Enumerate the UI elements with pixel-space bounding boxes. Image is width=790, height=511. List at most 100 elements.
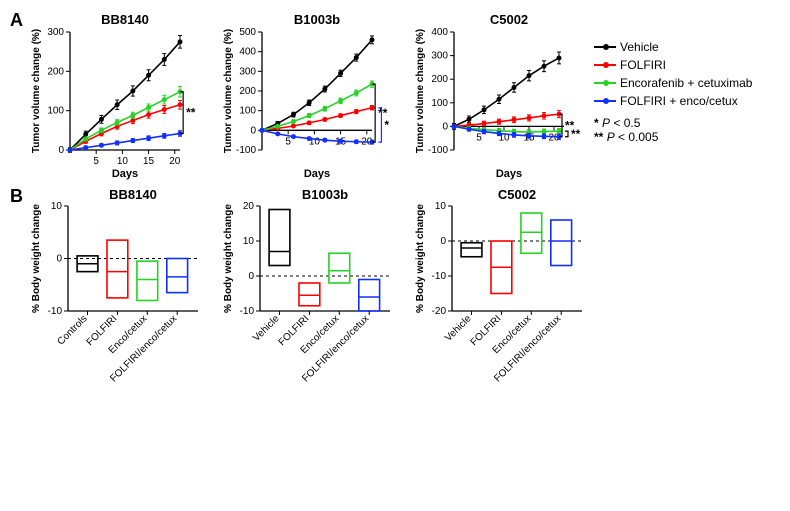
box-folfiri xyxy=(107,240,128,298)
series-point-vehicle xyxy=(338,71,343,76)
series-point-enco xyxy=(354,90,359,95)
series-point-enco xyxy=(130,113,135,118)
series-point-combo xyxy=(115,140,120,145)
series-point-folfiri xyxy=(527,115,532,120)
series-point-vehicle xyxy=(115,102,120,107)
sig-bracket xyxy=(180,92,183,134)
series-point-enco xyxy=(115,120,120,125)
y-tick: 400 xyxy=(431,27,448,38)
series-point-combo xyxy=(467,127,472,132)
series-point-vehicle xyxy=(83,132,88,137)
line-chart-BB8140: BB814001002003005101520DaysTumor volume … xyxy=(28,10,206,180)
series-point-folfiri xyxy=(497,119,502,124)
series-point-combo xyxy=(162,133,167,138)
legend: VehicleFOLFIRIEncorafenib + cetuximabFOL… xyxy=(590,10,752,144)
series-point-combo xyxy=(68,148,73,153)
x-tick: 15 xyxy=(143,156,155,167)
sig-label: ** xyxy=(571,127,581,141)
legend-item-combo: FOLFIRI + enco/cetux xyxy=(594,94,752,108)
panel-b-label: B xyxy=(10,186,26,207)
series-point-vehicle xyxy=(542,64,547,69)
row-a: A BB814001002003005101520DaysTumor volum… xyxy=(10,10,780,180)
y-label: Tumor volume change (%) xyxy=(31,29,42,153)
y-tick: 200 xyxy=(431,74,448,85)
series-point-vehicle xyxy=(354,55,359,60)
series-point-vehicle xyxy=(322,87,327,92)
series-point-vehicle xyxy=(497,97,502,102)
sig-label: * xyxy=(384,118,389,132)
y-tick: 500 xyxy=(239,27,256,38)
y-tick: 0 xyxy=(440,236,446,247)
y-tick: 200 xyxy=(47,66,64,77)
y-tick: -10 xyxy=(432,271,447,282)
series-point-vehicle xyxy=(162,57,167,62)
series-point-combo xyxy=(527,133,532,138)
series-point-enco xyxy=(275,124,280,129)
series-point-folfiri xyxy=(178,102,183,107)
series-point-folfiri xyxy=(512,117,517,122)
series-point-enco xyxy=(162,97,167,102)
y-tick: 0 xyxy=(56,254,62,265)
series-point-combo xyxy=(291,134,296,139)
series-point-folfiri xyxy=(354,109,359,114)
panel-b-charts: BB8140-10010% Body weight changeControls… xyxy=(28,186,590,396)
y-tick: 20 xyxy=(243,201,255,212)
series-point-enco xyxy=(291,119,296,124)
x-tick: 5 xyxy=(476,132,482,143)
series-point-combo xyxy=(146,136,151,141)
series-point-enco xyxy=(99,128,104,133)
series-point-combo xyxy=(130,138,135,143)
y-label: Tumor volume change (%) xyxy=(223,29,234,153)
series-point-combo xyxy=(275,131,280,136)
chart-title: BB8140 xyxy=(109,187,157,202)
box-enco xyxy=(521,213,542,253)
series-point-combo xyxy=(482,129,487,134)
chart-title: C5002 xyxy=(490,12,528,27)
series-point-folfiri xyxy=(482,121,487,126)
box-chart-C5002: C5002-20-10010% Body weight changeVehicl… xyxy=(412,186,590,396)
chart-title: C5002 xyxy=(498,187,536,202)
box-vehicle xyxy=(461,243,482,257)
chart-title: BB8140 xyxy=(101,12,149,27)
y-tick: 300 xyxy=(431,51,448,62)
y-tick: -10 xyxy=(48,306,63,317)
series-point-combo xyxy=(99,143,104,148)
box-chart-BB8140: BB8140-10010% Body weight changeControls… xyxy=(28,186,206,396)
legend-pvalues: * P < 0.5** P < 0.005 xyxy=(594,116,752,144)
series-point-combo xyxy=(354,139,359,144)
y-tick: 0 xyxy=(58,145,64,156)
y-tick: 100 xyxy=(239,106,256,117)
series-point-folfiri xyxy=(291,124,296,129)
series-point-combo xyxy=(452,124,457,129)
box-vehicle xyxy=(269,210,290,266)
series-point-combo xyxy=(83,145,88,150)
series-point-combo xyxy=(512,132,517,137)
sig-label: ** xyxy=(186,106,196,120)
box-enco xyxy=(137,261,158,300)
line-chart-C5002: C5002-10001002003004005101520DaysTumor v… xyxy=(412,10,590,180)
legend-label: Vehicle xyxy=(620,40,659,54)
series-point-combo xyxy=(307,136,312,141)
series-point-vehicle xyxy=(467,117,472,122)
box-enco xyxy=(329,253,350,283)
y-tick: -100 xyxy=(428,145,448,156)
series-point-combo xyxy=(338,139,343,144)
series-point-combo xyxy=(542,134,547,139)
row-b: B BB8140-10010% Body weight changeContro… xyxy=(10,186,780,396)
series-point-enco xyxy=(542,129,547,134)
box-combo xyxy=(551,220,572,266)
y-tick: 100 xyxy=(431,98,448,109)
series-line-vehicle xyxy=(262,40,372,130)
series-point-vehicle xyxy=(527,73,532,78)
series-point-vehicle xyxy=(130,89,135,94)
line-chart-B1003b: B1003b-10001002003004005005101520DaysTum… xyxy=(220,10,398,180)
box-combo xyxy=(167,259,188,293)
legend-item-enco: Encorafenib + cetuximab xyxy=(594,76,752,90)
panel-a-charts: BB814001002003005101520DaysTumor volume … xyxy=(28,10,590,180)
series-point-vehicle xyxy=(291,112,296,117)
y-tick: 300 xyxy=(47,27,64,38)
series-point-vehicle xyxy=(307,100,312,105)
y-tick: 400 xyxy=(239,47,256,58)
sig-bracket xyxy=(372,84,375,142)
series-point-folfiri xyxy=(322,117,327,122)
